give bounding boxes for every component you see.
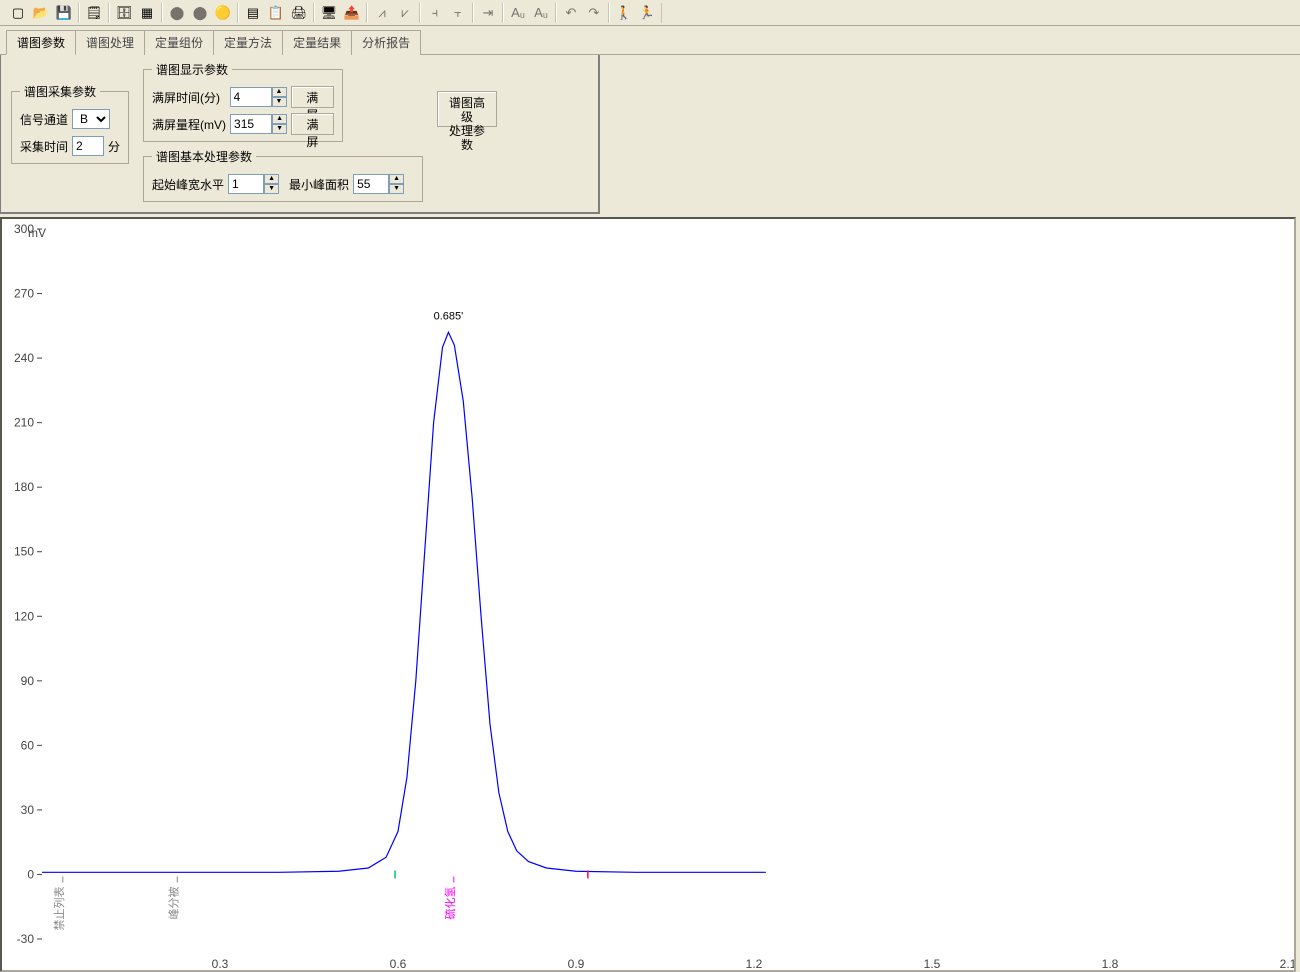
collect-params-title: 谱图采集参数	[20, 83, 100, 100]
vlabel-text: 硫化氢	[443, 886, 457, 919]
x-tick-label: 0.9	[568, 957, 585, 971]
advanced-params-button[interactable]: 谱图高级 处理参数	[437, 91, 497, 127]
full-range-input[interactable]	[230, 114, 272, 134]
process-params-title: 谱图基本处理参数	[152, 148, 256, 165]
grid-icon[interactable]: ▦	[136, 3, 158, 23]
tab-5[interactable]: 分析报告	[351, 30, 421, 55]
full-time-up-icon[interactable]: ▲	[272, 87, 287, 97]
collect-time-label: 采集时间	[20, 138, 68, 155]
merge-icon[interactable]: ⇥	[477, 3, 499, 23]
y-tick-label: 0	[27, 867, 34, 881]
y-tick-label: 120	[14, 609, 34, 623]
min-area-input[interactable]	[353, 174, 389, 194]
peak3-icon[interactable]: ⫞	[424, 3, 446, 23]
x-tick-label: 1.5	[924, 957, 941, 971]
y-tick-label: -30	[17, 932, 35, 946]
calc-icon[interactable]: 🗒	[83, 3, 105, 23]
person-icon[interactable]: 🚶	[613, 3, 635, 23]
collect-params-group: 谱图采集参数 信号通道 B 采集时间 分	[11, 83, 129, 164]
peak-width-label: 起始峰宽水平	[152, 176, 224, 193]
display-params-title: 谱图显示参数	[152, 61, 232, 78]
display-params-group: 谱图显示参数 满屏时间(分) ▲ ▼ 满屏 满屏量程(mV) ▲	[143, 61, 343, 142]
peak-time-label: 0.685'	[434, 310, 464, 322]
save-icon[interactable]: 💾	[53, 3, 75, 23]
y-tick-label: 180	[14, 480, 34, 494]
circle-gray2-icon[interactable]: ⬤	[189, 3, 211, 23]
export-icon[interactable]: 📤	[341, 3, 363, 23]
full-time-down-icon[interactable]: ▼	[272, 97, 287, 107]
au1-icon[interactable]: Aᵤ	[507, 3, 529, 23]
new-icon[interactable]: ▢	[7, 3, 29, 23]
open-icon[interactable]: 📂	[30, 3, 52, 23]
au2-icon[interactable]: Aᵤ	[530, 3, 552, 23]
full-range-label: 满屏量程(mV)	[152, 116, 226, 133]
list-icon[interactable]: 🗄	[113, 3, 135, 23]
tab-strip: 谱图参数谱图处理定量组份定量方法定量结果分析报告	[0, 26, 1300, 55]
vlabel-text: 禁止列表	[52, 886, 66, 930]
table-icon[interactable]: ▤	[242, 3, 264, 23]
y-tick-label: 210	[14, 416, 34, 430]
tab-3[interactable]: 定量方法	[213, 30, 283, 55]
full-range-up-icon[interactable]: ▲	[272, 114, 287, 124]
monitor-icon[interactable]: 🖥	[318, 3, 340, 23]
person2-icon[interactable]: 🏃	[636, 3, 658, 23]
collect-time-input[interactable]	[72, 136, 104, 156]
chart-bg	[2, 219, 1296, 972]
peak2-icon[interactable]: ⩗	[394, 3, 416, 23]
vlabel-text: 峰分被	[167, 886, 180, 919]
min-area-up-icon[interactable]: ▲	[389, 174, 404, 184]
y-tick-label: 270	[14, 287, 34, 301]
parameters-panel: 谱图采集参数 信号通道 B 采集时间 分 谱图显示参数 满屏时间(分) ▲ ▼	[0, 55, 600, 214]
y-tick-label: 30	[21, 803, 35, 817]
x-tick-label: 0.3	[212, 957, 229, 971]
tab-2[interactable]: 定量组份	[144, 30, 214, 55]
full-range-down-icon[interactable]: ▼	[272, 124, 287, 134]
process-params-group: 谱图基本处理参数 起始峰宽水平 ▲ ▼ 最小峰面积 ▲ ▼	[143, 148, 423, 202]
chromatogram-chart[interactable]: mV-3003060901201501802102402703000.30.60…	[0, 217, 1296, 972]
y-tick-label: 150	[14, 545, 34, 559]
peak-width-up-icon[interactable]: ▲	[264, 174, 279, 184]
print-icon[interactable]: 🖨	[288, 3, 310, 23]
peak-width-input[interactable]	[228, 174, 264, 194]
x-tick-label: 1.2	[746, 957, 763, 971]
x-tick-label: 2.1	[1280, 957, 1296, 971]
min-area-down-icon[interactable]: ▼	[389, 184, 404, 194]
circle-gray-icon[interactable]: ⬤	[166, 3, 188, 23]
y-tick-label: 300	[14, 222, 34, 236]
signal-channel-label: 信号通道	[20, 111, 68, 128]
main-toolbar: ▢📂💾🗒🗄▦⬤⬤🟡▤📋🖨🖥📤⩘⩗⫞⫟⇥AᵤAᵤ↶↷🚶🏃	[0, 0, 1300, 26]
y-tick-label: 60	[21, 738, 35, 752]
x-tick-label: 0.6	[390, 957, 407, 971]
collect-time-unit: 分	[108, 138, 120, 155]
peak1-icon[interactable]: ⩘	[371, 3, 393, 23]
y-tick-label: 90	[21, 674, 35, 688]
full-time-button[interactable]: 满屏	[291, 86, 335, 108]
table2-icon[interactable]: 📋	[265, 3, 287, 23]
full-time-label: 满屏时间(分)	[152, 89, 225, 106]
tab-4[interactable]: 定量结果	[282, 30, 352, 55]
peak4-icon[interactable]: ⫟	[447, 3, 469, 23]
signal-channel-select[interactable]: B	[72, 109, 110, 129]
peak-width-down-icon[interactable]: ▼	[264, 184, 279, 194]
circle-yellow-icon[interactable]: 🟡	[212, 3, 234, 23]
full-range-button[interactable]: 满屏	[291, 113, 334, 135]
full-time-input[interactable]	[230, 87, 272, 107]
tab-0[interactable]: 谱图参数	[6, 30, 76, 55]
y-tick-label: 240	[14, 351, 34, 365]
undo-icon[interactable]: ↶	[560, 3, 582, 23]
x-tick-label: 1.8	[1102, 957, 1119, 971]
redo-icon[interactable]: ↷	[583, 3, 605, 23]
min-area-label: 最小峰面积	[289, 176, 349, 193]
tab-1[interactable]: 谱图处理	[75, 30, 145, 55]
